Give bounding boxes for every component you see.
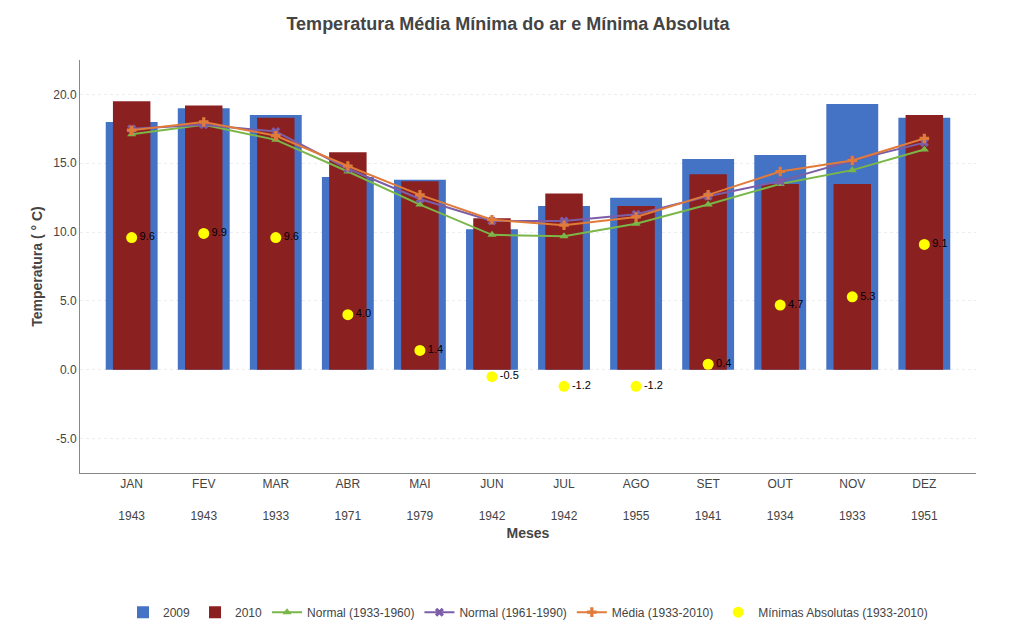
svg-text:-0.5: -0.5 — [500, 369, 519, 381]
svg-text:4.7: 4.7 — [788, 298, 803, 310]
svg-text:4.0: 4.0 — [356, 307, 371, 319]
svg-text:JAN1943: JAN1943 — [118, 477, 145, 522]
svg-text:Temperatura Média Mínima do ar: Temperatura Média Mínima do ar e Mínima … — [286, 14, 730, 34]
svg-text:-1.2: -1.2 — [572, 379, 591, 391]
svg-text:Normal (1933-1960): Normal (1933-1960) — [307, 606, 414, 620]
svg-text:Média (1933-2010): Média (1933-2010) — [612, 606, 713, 620]
svg-text:Normal (1961-1990): Normal (1961-1990) — [459, 606, 566, 620]
svg-text:DEZ1951: DEZ1951 — [911, 477, 938, 522]
svg-text:NOV1933: NOV1933 — [839, 477, 866, 522]
svg-text:ABR1971: ABR1971 — [334, 477, 361, 522]
svg-text:Mínimas Absolutas (1933-2010): Mínimas Absolutas (1933-2010) — [758, 606, 927, 620]
svg-text:9.9: 9.9 — [212, 226, 227, 238]
svg-text:-5.0: -5.0 — [56, 432, 77, 446]
svg-text:2009: 2009 — [163, 606, 190, 620]
svg-text:Meses: Meses — [507, 525, 550, 541]
svg-text:-1.2: -1.2 — [644, 379, 663, 391]
svg-text:AGO1955: AGO1955 — [623, 477, 650, 522]
svg-text:20.0: 20.0 — [53, 88, 77, 102]
svg-text:5.3: 5.3 — [860, 290, 875, 302]
svg-text:Temperatura ( ° C): Temperatura ( ° C) — [29, 206, 45, 326]
svg-text:9.6: 9.6 — [284, 230, 299, 242]
svg-text:15.0: 15.0 — [53, 156, 77, 170]
svg-text:9.6: 9.6 — [140, 230, 155, 242]
svg-text:0.0: 0.0 — [60, 363, 77, 377]
svg-text:SET1941: SET1941 — [695, 477, 722, 522]
svg-text:2010: 2010 — [235, 606, 262, 620]
svg-text:MAI1979: MAI1979 — [407, 477, 434, 522]
svg-text:JUN1942: JUN1942 — [479, 477, 506, 522]
svg-text:5.0: 5.0 — [60, 294, 77, 308]
svg-text:0.4: 0.4 — [716, 357, 731, 369]
svg-text:OUT1934: OUT1934 — [767, 477, 794, 522]
svg-text:1.4: 1.4 — [428, 343, 443, 355]
svg-text:10.0: 10.0 — [53, 225, 77, 239]
svg-text:MAR1933: MAR1933 — [262, 477, 289, 522]
svg-text:JUL1942: JUL1942 — [551, 477, 578, 522]
svg-text:FEV1943: FEV1943 — [190, 477, 217, 522]
svg-text:9.1: 9.1 — [932, 237, 947, 249]
